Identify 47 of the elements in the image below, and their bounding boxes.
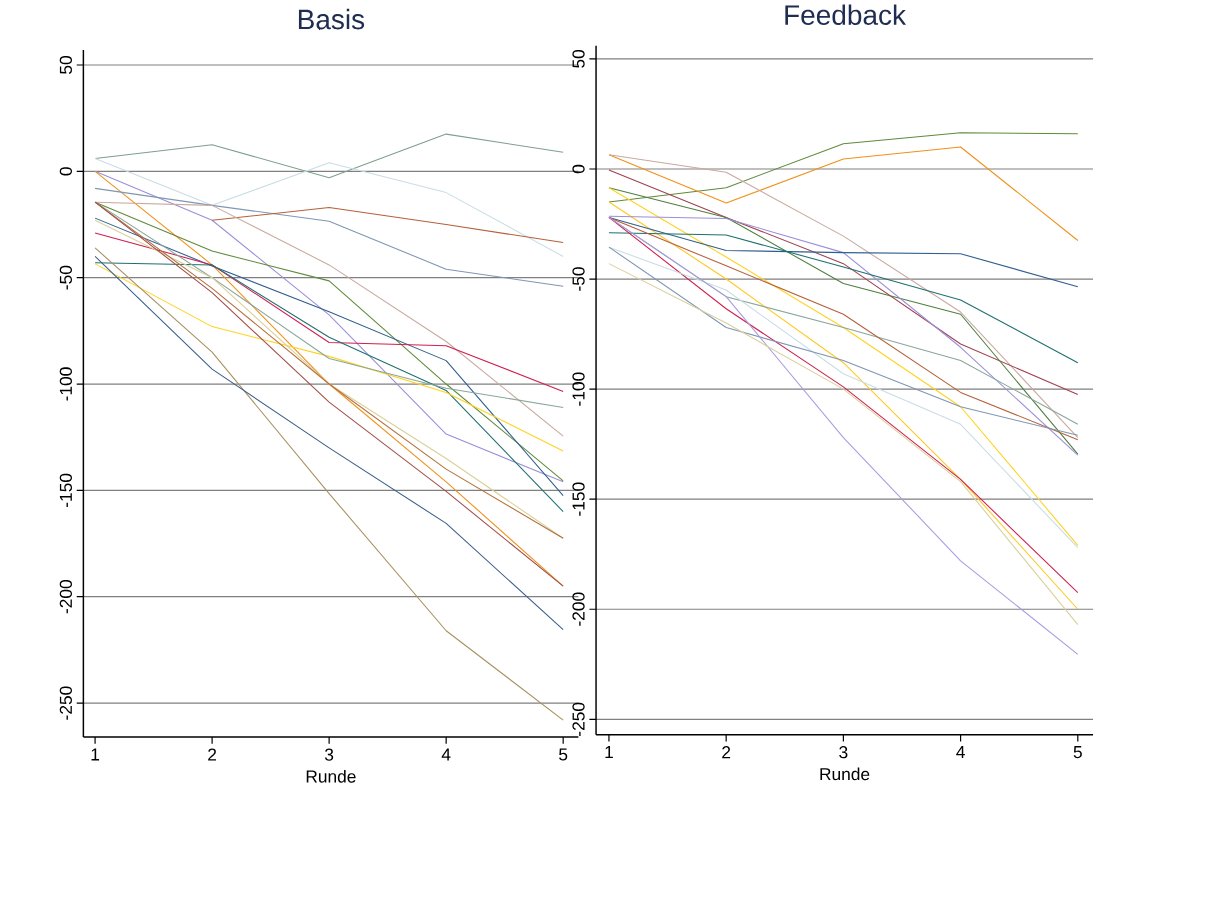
x-axis-title: Runde <box>820 767 870 781</box>
y-tick-label: -100 <box>572 372 585 406</box>
line-series <box>608 216 1079 288</box>
x-tick-label: 5 <box>559 748 568 761</box>
line-series <box>211 207 564 244</box>
line-series <box>608 187 1079 547</box>
y-tick-label: -250 <box>572 702 585 736</box>
y-tick-label: -200 <box>59 580 72 614</box>
y-tick-label: -50 <box>572 267 585 291</box>
line-series <box>608 232 1079 364</box>
line-series <box>608 246 1079 549</box>
x-tick-label: 3 <box>324 748 334 761</box>
line-series <box>608 263 1079 626</box>
line-series <box>94 158 564 258</box>
x-tick-label: 3 <box>839 746 848 759</box>
line-series <box>94 255 564 631</box>
y-tick-label: 50 <box>59 56 72 75</box>
line-series <box>608 146 1079 242</box>
y-tick-label: -50 <box>59 265 72 290</box>
x-tick-label: 1 <box>91 748 100 761</box>
line-series <box>94 247 564 721</box>
x-tick-label: 4 <box>956 746 965 759</box>
y-tick-label: -150 <box>59 473 72 508</box>
x-axis-title: Runde <box>306 769 356 783</box>
chart-title: Feedback <box>785 4 907 26</box>
line-series <box>94 263 564 452</box>
y-tick-label: 50 <box>572 50 585 68</box>
x-tick-label: 2 <box>208 748 217 761</box>
y-tick-label: -200 <box>572 592 585 626</box>
line-series <box>94 187 564 287</box>
y-tick-label: 0 <box>572 164 585 174</box>
x-tick-label: 1 <box>605 746 613 759</box>
y-tick-label: -150 <box>572 482 585 516</box>
line-series <box>94 262 564 513</box>
y-tick-label: -250 <box>59 686 72 720</box>
line-series <box>608 169 1079 396</box>
line-series <box>94 133 564 179</box>
x-tick-label: 5 <box>1073 746 1082 759</box>
line-series <box>608 132 1079 203</box>
line-series <box>608 246 1079 436</box>
x-tick-label: 4 <box>441 748 451 761</box>
line-series <box>608 154 1079 439</box>
y-tick-label: 0 <box>59 167 72 176</box>
chart-title: Basis <box>298 8 365 30</box>
x-tick-label: 2 <box>722 746 731 759</box>
line-series <box>94 232 564 393</box>
y-tick-label: -100 <box>59 367 72 401</box>
